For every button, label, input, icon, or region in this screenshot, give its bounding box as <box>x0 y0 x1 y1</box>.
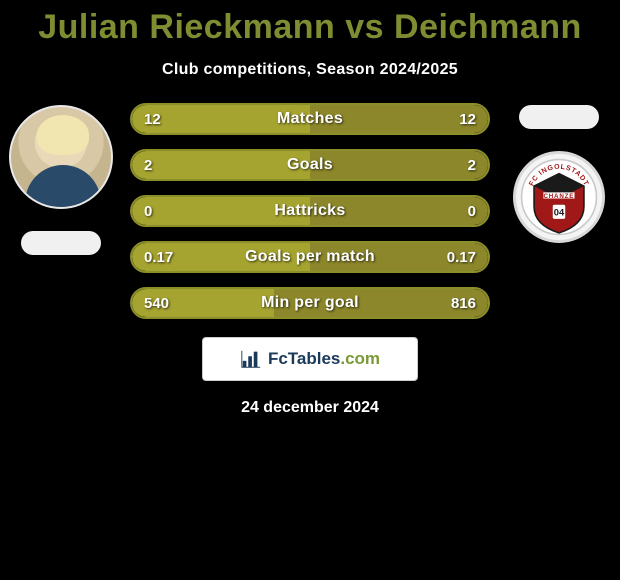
brand-main: Tables <box>288 349 341 368</box>
stat-right-segment <box>310 105 488 133</box>
right-club-badge: FC INGOLSTADT SCHANZER 04 <box>513 151 605 243</box>
bar-chart-icon <box>240 348 262 370</box>
comparison-body: Matches1212 Goals22 Hattricks00 Goals per m… <box>0 97 620 319</box>
right-player-column: FC INGOLSTADT SCHANZER 04 <box>504 97 614 243</box>
stat-row: Matches1212 <box>130 103 490 135</box>
right-club-pill <box>519 105 599 129</box>
stat-left-segment <box>132 151 310 179</box>
stat-left-segment <box>132 243 310 271</box>
brand-text: FcTables.com <box>268 349 380 369</box>
stats-column: Matches1212 Goals22 Hattricks00 Goals per m… <box>130 97 490 319</box>
stat-left-segment <box>132 105 310 133</box>
stat-right-segment <box>310 197 488 225</box>
svg-text:SCHANZER: SCHANZER <box>539 193 580 200</box>
stat-right-segment <box>310 151 488 179</box>
comparison-title: Julian Rieckmann vs Deichmann <box>0 0 620 47</box>
left-club-pill <box>21 231 101 255</box>
stat-row: Min per goal540816 <box>130 287 490 319</box>
stat-right-segment <box>274 289 488 317</box>
stat-row: Goals22 <box>130 149 490 181</box>
stat-left-segment <box>132 289 274 317</box>
brand-prefix: Fc <box>268 349 288 368</box>
left-player-avatar <box>9 105 113 209</box>
left-player-column <box>6 97 116 255</box>
brand-suffix: .com <box>340 349 380 368</box>
stat-row: Hattricks00 <box>130 195 490 227</box>
stat-right-segment <box>310 243 488 271</box>
brand-attribution: FcTables.com <box>202 337 418 381</box>
stat-row: Goals per match0.170.17 <box>130 241 490 273</box>
stat-left-segment <box>132 197 310 225</box>
generation-date: 24 december 2024 <box>0 399 620 417</box>
club-badge-icon: FC INGOLSTADT SCHANZER 04 <box>520 158 598 236</box>
svg-text:04: 04 <box>554 208 565 218</box>
comparison-subtitle: Club competitions, Season 2024/2025 <box>0 61 620 79</box>
